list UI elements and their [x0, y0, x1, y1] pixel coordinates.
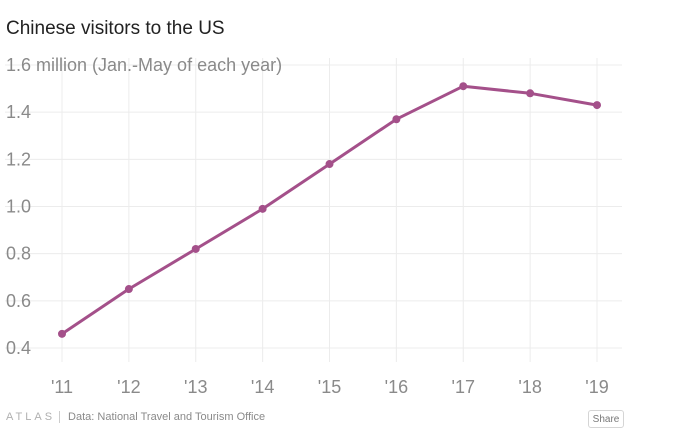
- data-points: [58, 82, 601, 338]
- y-tick-label: 0.4: [6, 338, 31, 358]
- data-point: [526, 89, 535, 98]
- x-tick-label: '19: [585, 377, 608, 397]
- x-tick-label: '14: [251, 377, 274, 397]
- x-tick-label: '12: [117, 377, 140, 397]
- x-tick-label: '13: [184, 377, 207, 397]
- x-tick-label: '15: [318, 377, 341, 397]
- y-tick-label: 1.4: [6, 102, 31, 122]
- share-button[interactable]: Share: [588, 410, 624, 428]
- data-point: [124, 285, 133, 294]
- y-axis-ticks: 0.4 0.6 0.8 1.0 1.2 1.4 1.6 million (Jan.-May …: [6, 55, 282, 358]
- data-point: [58, 329, 66, 338]
- data-point: [191, 244, 200, 253]
- x-tick-label: '11: [51, 377, 73, 397]
- x-tick-label: '16: [385, 377, 408, 397]
- data-point: [258, 204, 267, 213]
- data-point: [325, 160, 334, 169]
- divider: [59, 411, 61, 423]
- atlas-logo[interactable]: ATLAS: [6, 411, 56, 423]
- y-tick-label: 0.6: [6, 291, 31, 311]
- x-tick-label: '18: [518, 377, 541, 397]
- y-tick-label: 1.6 million (Jan.-May of each year): [6, 55, 282, 75]
- data-point: [392, 115, 401, 124]
- gridlines: [5, 58, 622, 362]
- data-point: [593, 101, 601, 110]
- y-tick-label: 1.2: [6, 149, 31, 169]
- footer: ATLAS Data: National Travel and Tourism …: [6, 411, 265, 423]
- y-tick-label: 0.8: [6, 244, 31, 264]
- data-point: [459, 82, 468, 91]
- y-tick-label: 1.0: [6, 197, 31, 217]
- x-tick-label: '17: [452, 377, 475, 397]
- chart-title: Chinese visitors to the US: [6, 18, 225, 39]
- x-axis-ticks: '11 '12 '13 '14 '15 '16 '17 '18 '19: [51, 377, 609, 397]
- line-chart: 0.4 0.6 0.8 1.0 1.2 1.4 1.6 million (Jan.-May …: [5, 55, 622, 397]
- source-note: Data: National Travel and Tourism Office: [68, 411, 266, 423]
